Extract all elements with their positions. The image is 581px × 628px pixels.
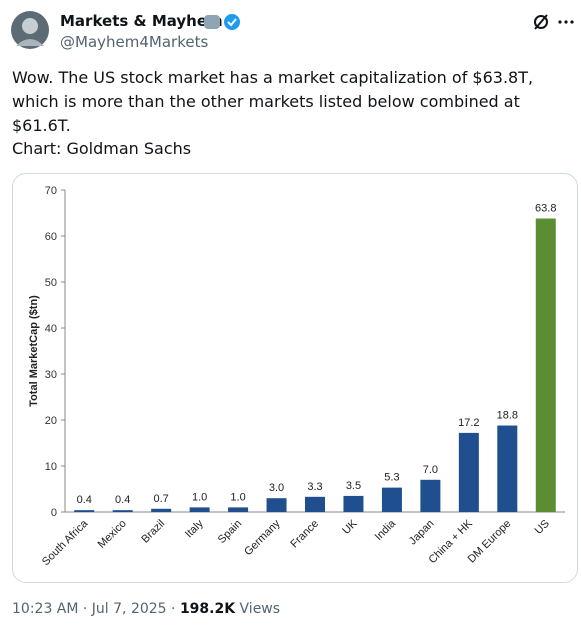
value-label: 17.2 [458, 417, 479, 429]
y-tick-label: 10 [45, 461, 57, 473]
x-tick-label: South Africa [40, 517, 91, 568]
value-label: 18.8 [497, 410, 518, 422]
value-label: 63.8 [535, 203, 556, 215]
value-label: 1.0 [192, 491, 207, 503]
tweet-meta: 10:23 AM · Jul 7, 2025 · 198.2K Views [12, 601, 280, 617]
bar [381, 487, 402, 512]
bar [535, 218, 556, 512]
bar [420, 479, 441, 512]
y-tick-label: 50 [45, 277, 57, 289]
x-tick-label: Italy [183, 517, 206, 540]
media-card[interactable]: 0 10 20 30 40 50 60 70 Total MarketCap ($tn) Sout… [12, 173, 578, 583]
value-label: 0.7 [154, 493, 169, 505]
bar [497, 425, 518, 512]
x-tick-label: Brazil [139, 518, 167, 546]
bar [151, 508, 172, 512]
chart: 0 10 20 30 40 50 60 70 Total MarketCap ($tn) Sout… [28, 185, 565, 568]
tweet-text: Wow. The US stock market has a market ca… [12, 68, 534, 135]
tweet-source: Chart: Goldman Sachs [12, 139, 192, 158]
avatar[interactable] [10, 10, 50, 50]
tweet-actions[interactable] [532, 12, 574, 32]
y-tick-label: 30 [45, 369, 57, 381]
x-tick-label: Japan [407, 518, 437, 548]
bar [112, 510, 133, 512]
x-tick-label: Spain [216, 518, 244, 546]
display-name[interactable]: Markets & Mayhem [60, 12, 223, 30]
y-tick-label: 40 [45, 323, 57, 335]
views-label: Views [239, 601, 281, 617]
y-axis-label: Total MarketCap ($tn) [28, 295, 40, 407]
value-label: 0.4 [115, 494, 130, 506]
x-tick-label: US [533, 518, 552, 537]
value-label: 1.0 [230, 491, 245, 503]
value-label: 0.4 [77, 494, 92, 506]
value-label: 3.5 [346, 480, 361, 492]
bar [343, 495, 364, 512]
bar [266, 498, 287, 512]
y-tick-label: 0 [51, 507, 57, 519]
x-tick-label: UK [340, 517, 360, 537]
badges [204, 14, 240, 30]
x-tick-label: India [373, 517, 399, 543]
x-tick-label: Mexico [96, 518, 129, 551]
x-tick-label: France [288, 518, 321, 551]
y-tick-label: 60 [45, 231, 57, 243]
value-label: 5.3 [384, 472, 399, 484]
bar [458, 432, 479, 512]
y-tick-label: 20 [45, 415, 57, 427]
value-label: 7.0 [423, 464, 438, 476]
view-count: 198.2K [179, 601, 236, 617]
value-label: 3.0 [269, 482, 284, 494]
timestamp[interactable]: 10:23 AM · Jul 7, 2025 · [12, 601, 176, 617]
bar [228, 507, 249, 512]
bar [305, 496, 325, 512]
bar [74, 510, 95, 512]
bar [189, 507, 210, 512]
y-tick-label: 70 [45, 185, 57, 197]
handle[interactable]: @Mayhem4Markets [60, 33, 209, 51]
value-label: 3.3 [307, 481, 322, 493]
x-tick-label: Germany [242, 517, 283, 558]
